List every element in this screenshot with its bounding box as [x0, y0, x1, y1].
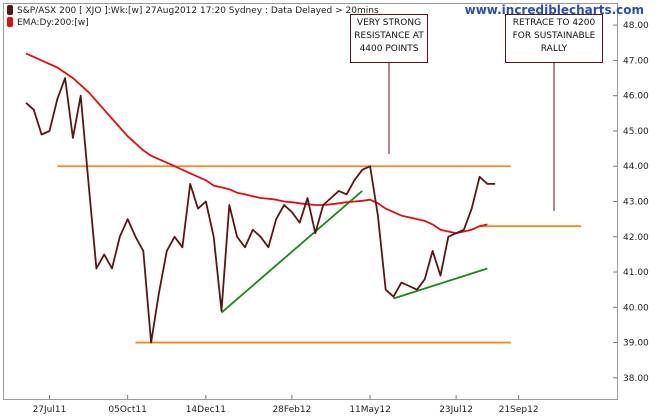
x-tick-label-1: 05Oct11 [108, 405, 146, 415]
callout-retrace-box [505, 14, 603, 63]
y-tick-label-4: 42.00 [623, 233, 649, 243]
y-tick-label-7: 45.00 [623, 127, 649, 137]
series-lines [25, 52, 496, 344]
callout-retrace-line-1: RETRACE TO 4200 [513, 18, 596, 28]
y-tick-label-3: 41.00 [623, 268, 649, 278]
callout-retrace-line-3: RALLY [541, 44, 568, 54]
x-tick-label-5: 23Jul12 [439, 405, 473, 415]
x-tick-label-4: 11May12 [349, 405, 391, 415]
price-legend-swatch [7, 5, 13, 15]
x-tick-label-3: 28Feb12 [272, 405, 311, 415]
chart-title: S&P/ASX 200 [ XJO ]:Wk:[w] 27Aug2012 17:… [17, 6, 379, 16]
y-tick-label-5: 43.00 [623, 198, 649, 208]
callout-retrace: RETRACE TO 4200 FOR SUSTAINABLE RALLY [505, 14, 603, 211]
callout-retrace-line-2: FOR SUSTAINABLE [513, 31, 596, 41]
uptrend-2-trendline [393, 267, 488, 300]
callout-resistance-line-3: 4400 POINTS [360, 44, 419, 54]
y-tick-label-0: 38.00 [623, 374, 649, 384]
price-line [25, 77, 496, 344]
x-tick-label-6: 21Sep12 [499, 405, 539, 415]
legend: S&P/ASX 200 [ XJO ]:Wk:[w] 27Aug2012 17:… [7, 5, 379, 28]
horizontal-lines [57, 165, 582, 344]
y-tick-label-1: 39.00 [623, 339, 649, 349]
callout-resistance-line-1: VERY STRONG [357, 18, 421, 28]
y-tick-label-10: 48.00 [623, 21, 649, 31]
callout-resistance: VERY STRONG RESISTANCE AT 4400 POINTS [350, 14, 428, 154]
trend-lines [220, 190, 488, 314]
x-axis: 27Jul11 05Oct11 14Dec11 28Feb12 11May12 23Jul… [33, 395, 539, 415]
callout-resistance-box [350, 14, 428, 63]
y-tick-label-6: 44.00 [623, 162, 649, 172]
x-tick-label-0: 27Jul11 [33, 405, 67, 415]
ema-legend-label: EMA:Dy:200:[w] [17, 18, 89, 28]
y-tick-label-9: 47.00 [623, 56, 649, 66]
watermark: www.incrediblecharts.com [465, 3, 644, 17]
uptrend-1-trendline [220, 190, 363, 314]
x-tick-label-2: 14Dec11 [186, 405, 226, 415]
plot-frame [3, 3, 618, 400]
y-tick-label-2: 40.00 [623, 303, 649, 313]
callout-resistance-line-2: RESISTANCE AT [354, 31, 424, 41]
ema-legend-swatch [7, 17, 13, 27]
y-tick-label-8: 46.00 [623, 92, 649, 102]
ema-line [25, 52, 488, 235]
y-axis: 38.00 39.00 40.00 41.00 42.00 43.00 44.00 45.00… [613, 21, 649, 384]
